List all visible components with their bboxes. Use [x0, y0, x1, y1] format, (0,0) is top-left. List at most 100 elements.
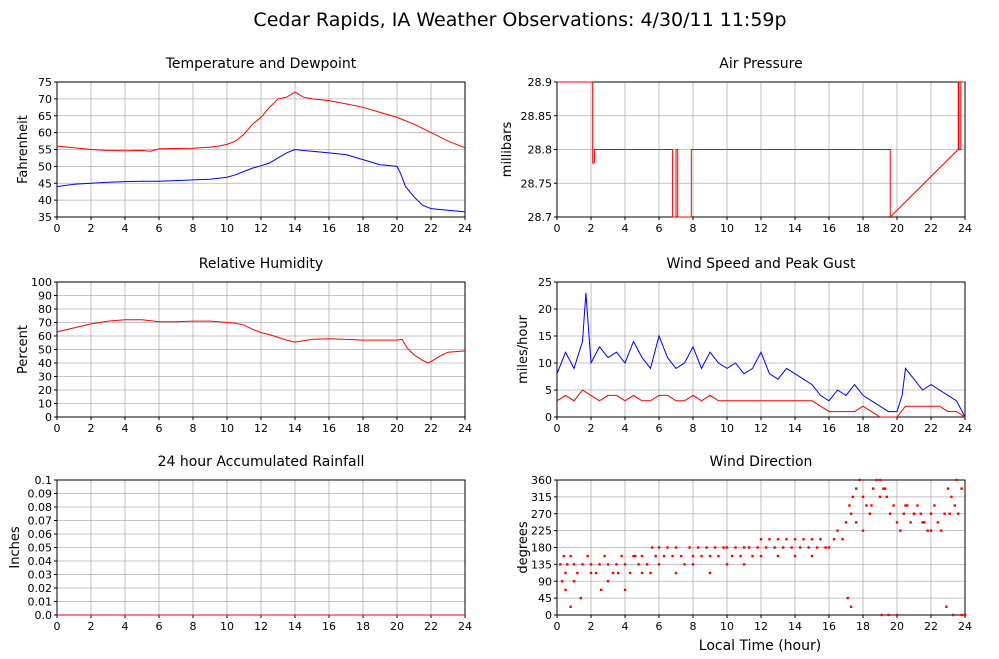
- winddir-point: [810, 554, 814, 558]
- winddir-point: [657, 563, 661, 566]
- pressure-xtick-label: 6: [656, 222, 663, 235]
- humidity-xtick-label: 8: [190, 422, 197, 435]
- wind-ytick-label: 25: [538, 276, 552, 289]
- winddir-point: [671, 554, 674, 558]
- winddir-ytick-label: 315: [531, 491, 552, 504]
- winddir-point: [730, 554, 734, 558]
- winddir-title: Wind Direction: [710, 454, 813, 470]
- winddir-point: [606, 563, 610, 566]
- wind-xtick-label: 4: [622, 422, 629, 435]
- winddir-ytick-label: 270: [531, 508, 552, 521]
- winddir-point: [882, 487, 885, 490]
- winddir-ytick-label: 45: [538, 592, 552, 605]
- humidity-ytick-label: 40: [38, 357, 52, 370]
- winddir-point: [756, 546, 759, 549]
- winddir-point: [586, 554, 589, 558]
- pressure-xtick-label: 0: [554, 222, 561, 235]
- winddir-point: [832, 538, 836, 541]
- humidity-xtick-label: 20: [390, 422, 404, 435]
- wind-xtick-label: 0: [554, 422, 561, 435]
- temp-xtick-label: 0: [54, 222, 61, 235]
- winddir-point: [776, 538, 780, 541]
- winddir-point: [785, 538, 788, 541]
- humidity-ytick-label: 50: [38, 344, 52, 357]
- temp-ytick-label: 35: [38, 211, 52, 224]
- winddir-ylabel: degrees: [516, 521, 531, 574]
- winddir-point: [632, 554, 635, 558]
- winddir-point: [615, 563, 618, 566]
- winddir-ytick-label: 180: [531, 542, 552, 555]
- humidity-ytick-label: 0: [45, 411, 52, 424]
- temp-xtick-label: 14: [288, 222, 302, 235]
- winddir-ytick-label: 225: [531, 525, 552, 538]
- shared-xlabel: Local Time (hour): [699, 638, 821, 654]
- temp-title: Temperature and Dewpoint: [165, 56, 357, 72]
- winddir-xtick-label: 12: [754, 620, 768, 633]
- winddir-point: [851, 495, 854, 499]
- rain-xtick-label: 6: [156, 620, 163, 633]
- winddir-point: [861, 529, 865, 532]
- temp-xtick-label: 8: [190, 222, 197, 235]
- winddir-point: [628, 571, 632, 575]
- humidity-ylabel: Percent: [16, 325, 31, 374]
- pressure-ytick-label: 28.7: [528, 211, 553, 224]
- temp-ytick-label: 55: [38, 144, 52, 157]
- winddir-point: [776, 554, 780, 558]
- wind-xtick-label: 14: [788, 422, 802, 435]
- winddir-point: [793, 538, 797, 541]
- winddir-point: [836, 529, 839, 532]
- rain-xtick-label: 8: [190, 620, 197, 633]
- temp-xtick-label: 18: [356, 222, 370, 235]
- wind-title: Wind Speed and Peak Gust: [667, 256, 856, 272]
- winddir-point: [739, 554, 742, 558]
- winddir-point: [637, 563, 640, 566]
- winddir-point: [747, 546, 751, 549]
- wind-xtick-label: 20: [890, 422, 904, 435]
- winddir-point: [936, 521, 939, 524]
- wind-xtick-label: 18: [856, 422, 870, 435]
- winddir-point: [713, 546, 717, 549]
- rain-ylabel: Inches: [8, 526, 23, 568]
- winddir-xtick-label: 14: [788, 620, 802, 633]
- humidity-ytick-label: 30: [38, 371, 52, 384]
- winddir-point: [566, 563, 569, 566]
- rain-xtick-label: 0: [54, 620, 61, 633]
- humidity-ytick-label: 20: [38, 384, 52, 397]
- pressure-ytick-label: 28.85: [521, 110, 553, 123]
- winddir-point: [674, 571, 678, 575]
- winddir-point: [943, 512, 946, 515]
- rain-ytick-label: 0.04: [28, 555, 53, 568]
- winddir-ytick-label: 135: [531, 558, 552, 571]
- temp-xtick-label: 20: [390, 222, 404, 235]
- winddir-point: [909, 521, 912, 524]
- winddir-point: [841, 538, 844, 541]
- rain-xtick-label: 16: [322, 620, 336, 633]
- humidity-ytick-label: 10: [38, 398, 52, 411]
- winddir-point: [861, 495, 865, 499]
- winddir-point: [691, 563, 695, 566]
- wind-xtick-label: 10: [720, 422, 734, 435]
- winddir-point: [649, 571, 652, 575]
- wind-xtick-label: 2: [588, 422, 595, 435]
- winddir-point: [889, 512, 892, 515]
- winddir-point: [691, 554, 695, 558]
- rain-xtick-label: 20: [390, 620, 404, 633]
- winddir-point: [940, 529, 943, 532]
- winddir-point: [904, 504, 907, 507]
- winddir-point: [674, 546, 678, 549]
- winddir-point: [948, 512, 951, 515]
- winddir-point: [569, 554, 572, 558]
- winddir-point: [844, 521, 848, 524]
- winddir-point: [560, 580, 564, 583]
- wind-xtick-label: 22: [924, 422, 938, 435]
- winddir-point: [589, 563, 593, 566]
- winddir-point: [926, 529, 929, 532]
- pressure-xtick-label: 2: [588, 222, 595, 235]
- winddir-point: [662, 554, 666, 558]
- winddir-point: [824, 546, 827, 549]
- winddir-point: [921, 521, 924, 524]
- rain-xtick-label: 10: [220, 620, 234, 633]
